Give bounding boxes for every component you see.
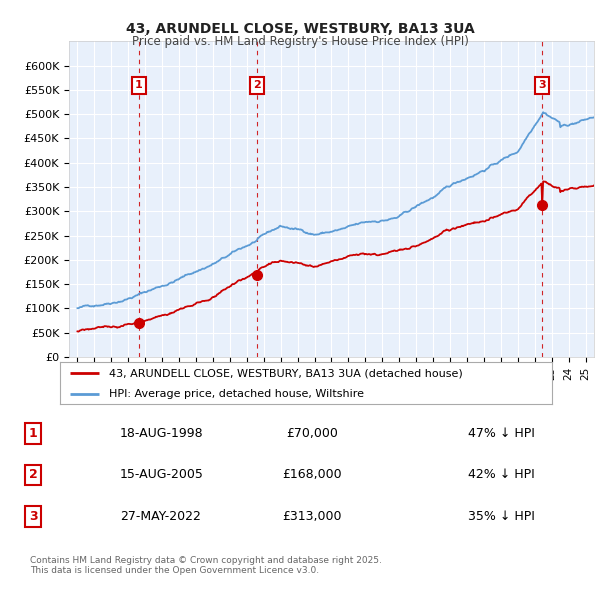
Text: 47% ↓ HPI: 47% ↓ HPI bbox=[468, 427, 535, 440]
Text: 27-MAY-2022: 27-MAY-2022 bbox=[120, 510, 201, 523]
Text: 35% ↓ HPI: 35% ↓ HPI bbox=[468, 510, 535, 523]
Text: £70,000: £70,000 bbox=[286, 427, 338, 440]
Text: 2: 2 bbox=[29, 468, 37, 481]
Text: 18-AUG-1998: 18-AUG-1998 bbox=[120, 427, 203, 440]
Text: 3: 3 bbox=[538, 80, 545, 90]
Text: 1: 1 bbox=[29, 427, 37, 440]
Text: 3: 3 bbox=[29, 510, 37, 523]
Text: HPI: Average price, detached house, Wiltshire: HPI: Average price, detached house, Wilt… bbox=[109, 389, 364, 398]
Text: 15-AUG-2005: 15-AUG-2005 bbox=[120, 468, 204, 481]
Text: 1: 1 bbox=[135, 80, 143, 90]
Text: Price paid vs. HM Land Registry's House Price Index (HPI): Price paid vs. HM Land Registry's House … bbox=[131, 35, 469, 48]
Text: £168,000: £168,000 bbox=[282, 468, 342, 481]
Text: Contains HM Land Registry data © Crown copyright and database right 2025.
This d: Contains HM Land Registry data © Crown c… bbox=[30, 556, 382, 575]
Text: 42% ↓ HPI: 42% ↓ HPI bbox=[468, 468, 535, 481]
Text: 43, ARUNDELL CLOSE, WESTBURY, BA13 3UA: 43, ARUNDELL CLOSE, WESTBURY, BA13 3UA bbox=[125, 22, 475, 37]
Text: 2: 2 bbox=[253, 80, 261, 90]
Text: £313,000: £313,000 bbox=[282, 510, 342, 523]
Text: 43, ARUNDELL CLOSE, WESTBURY, BA13 3UA (detached house): 43, ARUNDELL CLOSE, WESTBURY, BA13 3UA (… bbox=[109, 368, 463, 378]
